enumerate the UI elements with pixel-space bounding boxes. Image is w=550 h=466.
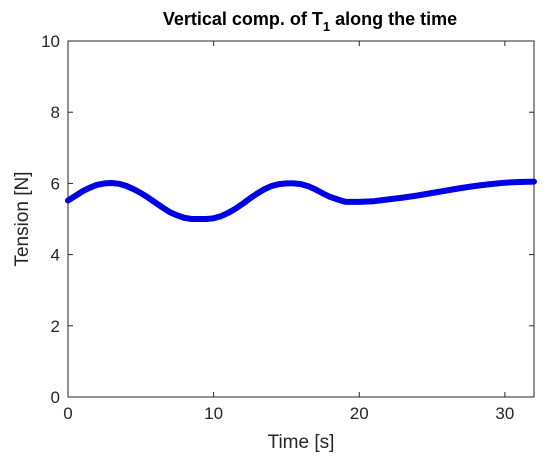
y-axis-label: Tension [N] (12, 171, 33, 266)
x-axis-label: Time [s] (268, 432, 335, 453)
y-tick-label: 4 (51, 246, 60, 265)
chart-title-prefix: Vertical comp. of T (163, 9, 323, 29)
series-line (65, 178, 537, 222)
y-tick-label: 2 (51, 317, 60, 336)
y-tick-label: 0 (51, 388, 60, 407)
y-tick-label: 8 (51, 103, 60, 122)
plot-frame (67, 40, 535, 398)
x-tick-label: 0 (63, 404, 72, 423)
y-tick-label: 10 (41, 32, 60, 51)
chart-title-subscript: 1 (323, 19, 330, 34)
series-group (65, 178, 537, 222)
chart-title: Vertical comp. of T1 along the time (163, 9, 457, 34)
y-ticks: 0 2 4 6 8 10 (41, 32, 534, 407)
x-tick-label: 20 (350, 404, 369, 423)
plot-area: 0 10 20 30 0 2 4 6 8 10 (41, 32, 537, 423)
chart-title-suffix: along the time (330, 9, 457, 29)
x-tick-label: 10 (204, 404, 223, 423)
x-ticks: 0 10 20 30 (63, 41, 514, 423)
x-tick-label: 30 (495, 404, 514, 423)
y-tick-label: 6 (51, 174, 60, 193)
